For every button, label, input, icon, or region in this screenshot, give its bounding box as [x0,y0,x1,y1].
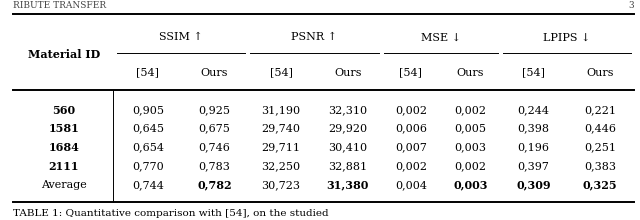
Text: 0,003: 0,003 [453,179,488,190]
Text: 0,004: 0,004 [395,180,427,190]
Text: 32,250: 32,250 [262,161,301,171]
Text: PSNR ↑: PSNR ↑ [291,32,337,42]
Text: 0,309: 0,309 [516,179,551,190]
Text: 0,325: 0,325 [583,179,618,190]
Text: 0,744: 0,744 [132,180,164,190]
Text: Ours: Ours [201,68,228,78]
Text: 29,740: 29,740 [262,124,301,134]
Text: [54]: [54] [399,68,422,78]
Text: 29,711: 29,711 [262,142,301,152]
Text: 0,397: 0,397 [518,161,550,171]
Text: 0,782: 0,782 [197,179,232,190]
Text: 0,005: 0,005 [454,124,486,134]
Text: [54]: [54] [522,68,545,78]
Text: 32,881: 32,881 [328,161,367,171]
Text: 0,645: 0,645 [132,124,164,134]
Text: 0,746: 0,746 [198,142,230,152]
Text: 0,002: 0,002 [395,161,427,171]
Text: 31,190: 31,190 [262,105,301,115]
Text: 1684: 1684 [48,142,79,153]
Text: 0,002: 0,002 [454,161,486,171]
Text: Average: Average [41,180,86,190]
Text: 560: 560 [52,104,76,116]
Text: 0,002: 0,002 [454,105,486,115]
Text: SSIM ↑: SSIM ↑ [159,32,203,42]
Text: 30,723: 30,723 [262,180,301,190]
Text: 0,196: 0,196 [518,142,550,152]
Text: Ours: Ours [334,68,362,78]
Text: 0,007: 0,007 [395,142,427,152]
Text: 0,654: 0,654 [132,142,164,152]
Text: 0,770: 0,770 [132,161,164,171]
Text: 0,446: 0,446 [584,124,616,134]
Text: 30,410: 30,410 [328,142,367,152]
Text: Material ID: Material ID [28,50,100,60]
Text: 0,221: 0,221 [584,105,616,115]
Text: 0,905: 0,905 [132,105,164,115]
Text: 2111: 2111 [49,161,79,172]
Text: RIBUTE TRANSFER: RIBUTE TRANSFER [13,1,106,10]
Text: TABLE 1: Quantitative comparison with [54], on the studied: TABLE 1: Quantitative comparison with [5… [13,209,328,218]
Text: [54]: [54] [136,68,159,78]
Text: 0,002: 0,002 [395,105,427,115]
Text: [54]: [54] [269,68,292,78]
Text: 0,006: 0,006 [395,124,427,134]
Text: 32,310: 32,310 [328,105,367,115]
Text: 0,925: 0,925 [198,105,230,115]
Text: 0,783: 0,783 [198,161,230,171]
Text: 31,380: 31,380 [326,179,369,190]
Text: 0,675: 0,675 [198,124,230,134]
Text: 0,003: 0,003 [454,142,486,152]
Text: LPIPS ↓: LPIPS ↓ [543,32,591,42]
Text: 1581: 1581 [48,123,79,134]
Text: MSE ↓: MSE ↓ [420,32,461,42]
Text: 0,398: 0,398 [518,124,550,134]
Text: 0,244: 0,244 [518,105,550,115]
Text: Ours: Ours [586,68,614,78]
Text: 0,383: 0,383 [584,161,616,171]
Text: 0,251: 0,251 [584,142,616,152]
Text: 3: 3 [628,1,634,10]
Text: Ours: Ours [457,68,484,78]
Text: 29,920: 29,920 [328,124,367,134]
